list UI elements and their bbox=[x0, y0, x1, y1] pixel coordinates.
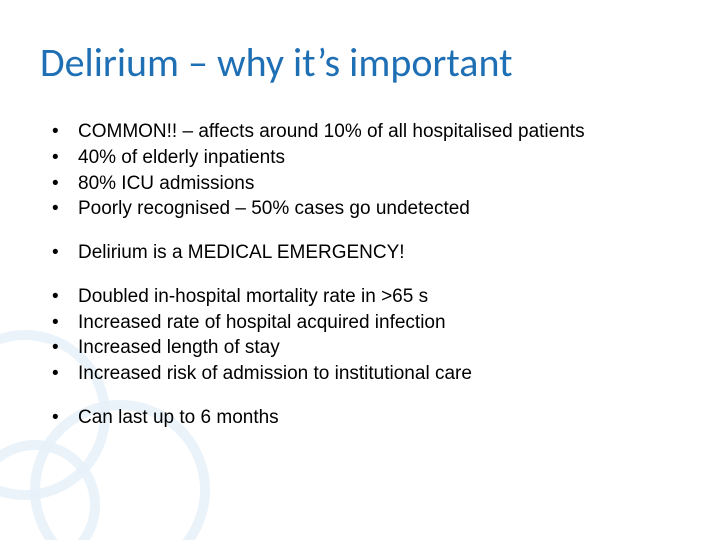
bullet-icon: • bbox=[50, 197, 78, 221]
list-item: • Doubled in-hospital mortality rate in … bbox=[50, 285, 670, 309]
bullet-text: COMMON!! – affects around 10% of all hos… bbox=[78, 120, 670, 144]
list-item: • Increased length of stay bbox=[50, 336, 670, 360]
list-item: • Poorly recognised – 50% cases go undet… bbox=[50, 197, 670, 221]
list-item: • Increased risk of admission to institu… bbox=[50, 362, 670, 386]
bullet-text: Delirium is a MEDICAL EMERGENCY! bbox=[78, 241, 670, 265]
list-item: • 80% ICU admissions bbox=[50, 172, 670, 196]
list-item: • COMMON!! – affects around 10% of all h… bbox=[50, 120, 670, 144]
bullet-text: Doubled in-hospital mortality rate in >6… bbox=[78, 285, 670, 309]
bullet-icon: • bbox=[50, 406, 78, 430]
bullet-icon: • bbox=[50, 336, 78, 360]
bullet-text: Can last up to 6 months bbox=[78, 406, 670, 430]
bullet-text: 80% ICU admissions bbox=[78, 172, 670, 196]
bullet-group: • Doubled in-hospital mortality rate in … bbox=[50, 285, 670, 386]
bullet-text: Poorly recognised – 50% cases go undetec… bbox=[78, 197, 670, 221]
slide: Delirium – why it’s important • COMMON!!… bbox=[0, 0, 720, 540]
bullet-text: 40% of elderly inpatients bbox=[78, 146, 670, 170]
bullet-icon: • bbox=[50, 362, 78, 386]
bullet-icon: • bbox=[50, 172, 78, 196]
bullet-text: Increased risk of admission to instituti… bbox=[78, 362, 670, 386]
slide-title: Delirium – why it’s important bbox=[40, 38, 512, 87]
bullet-icon: • bbox=[50, 311, 78, 335]
bullet-icon: • bbox=[50, 146, 78, 170]
bullet-text: Increased length of stay bbox=[78, 336, 670, 360]
bullet-group: • Can last up to 6 months bbox=[50, 406, 670, 430]
list-item: • Can last up to 6 months bbox=[50, 406, 670, 430]
slide-body: • COMMON!! – affects around 10% of all h… bbox=[50, 120, 670, 450]
bullet-icon: • bbox=[50, 120, 78, 144]
bullet-group: • Delirium is a MEDICAL EMERGENCY! bbox=[50, 241, 670, 265]
bullet-group: • COMMON!! – affects around 10% of all h… bbox=[50, 120, 670, 221]
bullet-icon: • bbox=[50, 241, 78, 265]
list-item: • Increased rate of hospital acquired in… bbox=[50, 311, 670, 335]
list-item: • Delirium is a MEDICAL EMERGENCY! bbox=[50, 241, 670, 265]
bullet-text: Increased rate of hospital acquired infe… bbox=[78, 311, 670, 335]
bullet-icon: • bbox=[50, 285, 78, 309]
list-item: • 40% of elderly inpatients bbox=[50, 146, 670, 170]
